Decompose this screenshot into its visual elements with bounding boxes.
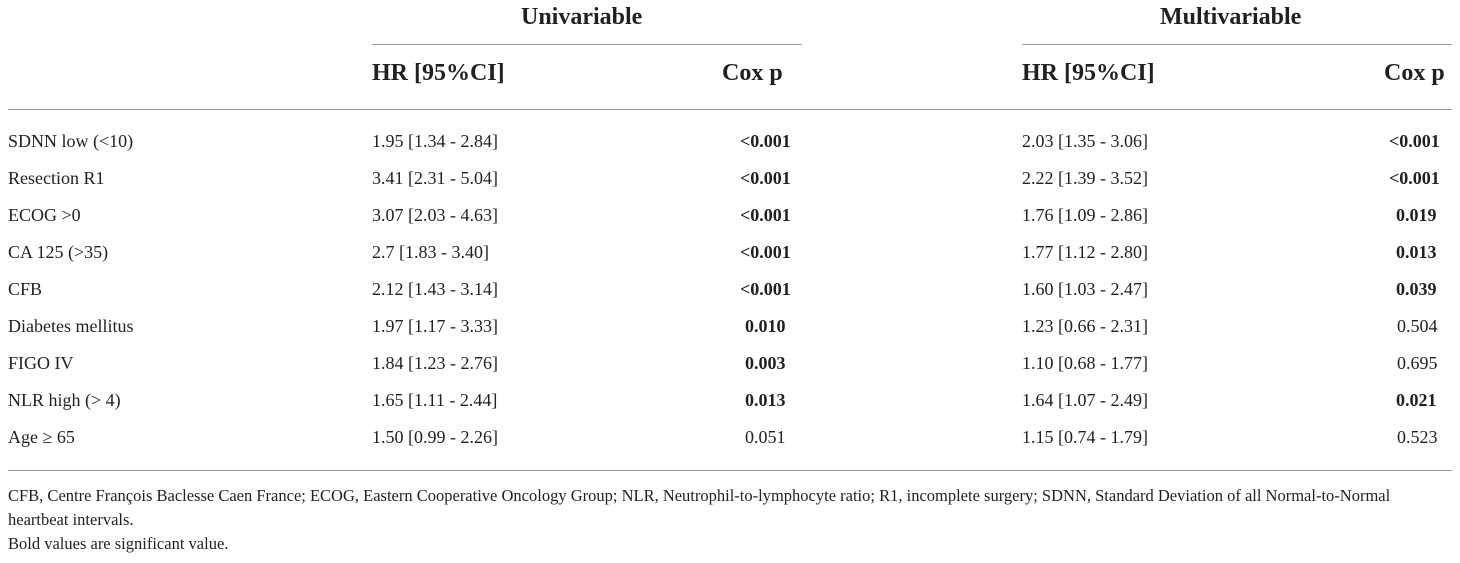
multi-p-cell: <0.001	[1389, 131, 1440, 151]
multi-hr-cell: 1.10 [0.68 - 1.77]	[1022, 353, 1148, 373]
multi-p-cell: 0.013	[1396, 242, 1437, 262]
uni-hr-cell: 1.84 [1.23 - 2.76]	[372, 353, 498, 373]
multivariable-heading: Multivariable	[1160, 4, 1302, 30]
uni-p-cell: <0.001	[740, 279, 791, 299]
header-rule	[8, 109, 1452, 110]
variable-cell: CFB	[8, 279, 43, 299]
uni-p-header: Cox p	[722, 60, 783, 86]
uni-hr-cell: 2.7 [1.83 - 3.40]	[372, 242, 489, 262]
multivariable-rule	[1022, 44, 1452, 45]
uni-p-cell: <0.001	[740, 168, 791, 188]
multi-p-cell: 0.039	[1396, 279, 1437, 299]
multi-p-cell: 0.523	[1397, 427, 1438, 447]
univariable-rule	[372, 44, 802, 45]
multi-hr-header: HR [95%CI]	[1022, 60, 1155, 86]
multi-hr-cell: 2.22 [1.39 - 3.52]	[1022, 168, 1148, 188]
variable-cell: Diabetes mellitus	[8, 316, 134, 336]
table-footnote: CFB, Centre François Baclesse Caen Franc…	[8, 484, 1448, 556]
multi-p-cell: 0.021	[1396, 390, 1437, 410]
multi-hr-cell: 2.03 [1.35 - 3.06]	[1022, 131, 1148, 151]
uni-p-cell: 0.013	[745, 390, 786, 410]
variable-cell: ECOG >0	[8, 205, 81, 225]
uni-hr-cell: 3.07 [2.03 - 4.63]	[372, 205, 498, 225]
multi-hr-cell: 1.60 [1.03 - 2.47]	[1022, 279, 1148, 299]
variable-cell: NLR high (> 4)	[8, 390, 121, 410]
uni-hr-cell: 1.65 [1.11 - 2.44]	[372, 390, 498, 410]
significance-note: Bold values are significant value.	[8, 534, 229, 553]
uni-hr-cell: 2.12 [1.43 - 3.14]	[372, 279, 498, 299]
multi-hr-cell: 1.64 [1.07 - 2.49]	[1022, 390, 1148, 410]
multi-p-cell: 0.504	[1397, 316, 1438, 336]
table-bottom-rule	[8, 470, 1452, 471]
multi-hr-cell: 1.23 [0.66 - 2.31]	[1022, 316, 1148, 336]
multi-p-cell: <0.001	[1389, 168, 1440, 188]
multi-hr-cell: 1.77 [1.12 - 2.80]	[1022, 242, 1148, 262]
uni-p-cell: 0.003	[745, 353, 786, 373]
multi-hr-cell: 1.76 [1.09 - 2.86]	[1022, 205, 1148, 225]
variable-cell: FIGO IV	[8, 353, 74, 373]
univariable-heading: Univariable	[521, 4, 643, 30]
multi-p-cell: 0.695	[1397, 353, 1438, 373]
multi-p-cell: 0.019	[1396, 205, 1437, 225]
abbreviations-note: CFB, Centre François Baclesse Caen Franc…	[8, 486, 1391, 529]
uni-p-cell: <0.001	[740, 205, 791, 225]
uni-hr-cell: 1.95 [1.34 - 2.84]	[372, 131, 498, 151]
uni-hr-cell: 1.50 [0.99 - 2.26]	[372, 427, 498, 447]
variable-cell: CA 125 (>35)	[8, 242, 109, 262]
variable-cell: Age ≥ 65	[8, 427, 75, 447]
uni-hr-header: HR [95%CI]	[372, 60, 505, 86]
uni-p-cell: 0.010	[745, 316, 786, 336]
multi-hr-cell: 1.15 [0.74 - 1.79]	[1022, 427, 1148, 447]
uni-hr-cell: 1.97 [1.17 - 3.33]	[372, 316, 498, 336]
uni-p-cell: <0.001	[740, 242, 791, 262]
variable-cell: Resection R1	[8, 168, 105, 188]
multi-p-header: Cox p	[1384, 60, 1445, 86]
uni-hr-cell: 3.41 [2.31 - 5.04]	[372, 168, 498, 188]
variable-cell: SDNN low (<10)	[8, 131, 134, 151]
uni-p-cell: 0.051	[745, 427, 786, 447]
uni-p-cell: <0.001	[740, 131, 791, 151]
